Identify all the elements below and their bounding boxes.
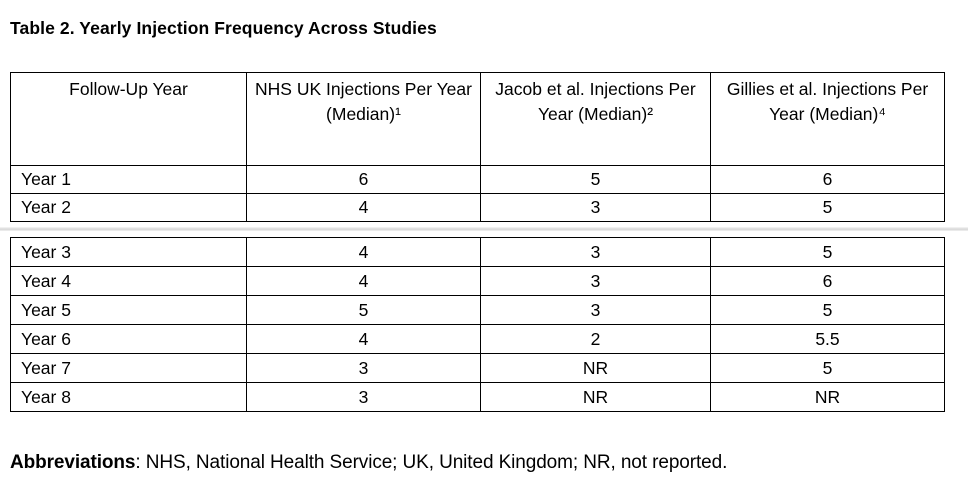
value-cell: 3 <box>480 266 711 296</box>
value-cell: NR <box>480 353 711 383</box>
header-row: Follow-Up Year NHS UK Injections Per Year… <box>10 72 945 166</box>
value-cell: NR <box>710 382 945 412</box>
value-cell: 3 <box>246 353 481 383</box>
value-cell: 3 <box>246 382 481 412</box>
row-label-cell: Year 4 <box>10 266 247 296</box>
value-cell: 6 <box>710 165 945 194</box>
value-cell: 5 <box>710 193 945 222</box>
column-header: Follow-Up Year <box>10 72 247 166</box>
value-cell: 5 <box>480 165 711 194</box>
table-row: Year 7 3 NR 5 <box>10 353 945 383</box>
row-label-cell: Year 5 <box>10 295 247 325</box>
value-cell: 3 <box>480 295 711 325</box>
page-break-divider <box>0 227 968 231</box>
value-cell: 4 <box>246 237 481 267</box>
row-label-cell: Year 2 <box>10 193 247 222</box>
value-cell: 6 <box>246 165 481 194</box>
value-cell: 2 <box>480 324 711 354</box>
row-label-cell: Year 7 <box>10 353 247 383</box>
column-header: NHS UK Injections Per Year (Median)¹ <box>246 72 481 166</box>
value-cell: 5 <box>710 295 945 325</box>
value-cell: 5 <box>710 353 945 383</box>
value-cell: 4 <box>246 324 481 354</box>
column-header: Jacob et al. Injections Per Year (Median… <box>480 72 711 166</box>
row-label-cell: Year 1 <box>10 165 247 194</box>
value-cell: 5.5 <box>710 324 945 354</box>
value-cell: 4 <box>246 193 481 222</box>
value-cell: 5 <box>246 295 481 325</box>
value-cell: 3 <box>480 193 711 222</box>
row-label-cell: Year 3 <box>10 237 247 267</box>
injection-frequency-table-part1: Follow-Up Year NHS UK Injections Per Year… <box>10 72 945 222</box>
row-label-cell: Year 8 <box>10 382 247 412</box>
column-header: Gillies et al. Injections Per Year (Medi… <box>710 72 945 166</box>
value-cell: 5 <box>710 237 945 267</box>
value-cell: NR <box>480 382 711 412</box>
value-cell: 6 <box>710 266 945 296</box>
table-title: Table 2. Yearly Injection Frequency Acro… <box>10 18 437 38</box>
abbreviations-text: : NHS, National Health Service; UK, Unit… <box>135 452 728 473</box>
abbreviations-label: Abbreviations <box>10 452 136 473</box>
abbreviations-note: Abbreviations: NHS, National Health Serv… <box>10 452 727 474</box>
value-cell: 4 <box>246 266 481 296</box>
injection-frequency-table-part2: Year 3 4 3 5 Year 4 4 3 6 Year 5 5 3 5 Year 6 4 2 5.5 Ye… <box>10 237 945 412</box>
row-label-cell: Year 6 <box>10 324 247 354</box>
table-row: Year 6 4 2 5.5 <box>10 324 945 354</box>
table-row: Year 8 3 NR NR <box>10 382 945 412</box>
value-cell: 3 <box>480 237 711 267</box>
